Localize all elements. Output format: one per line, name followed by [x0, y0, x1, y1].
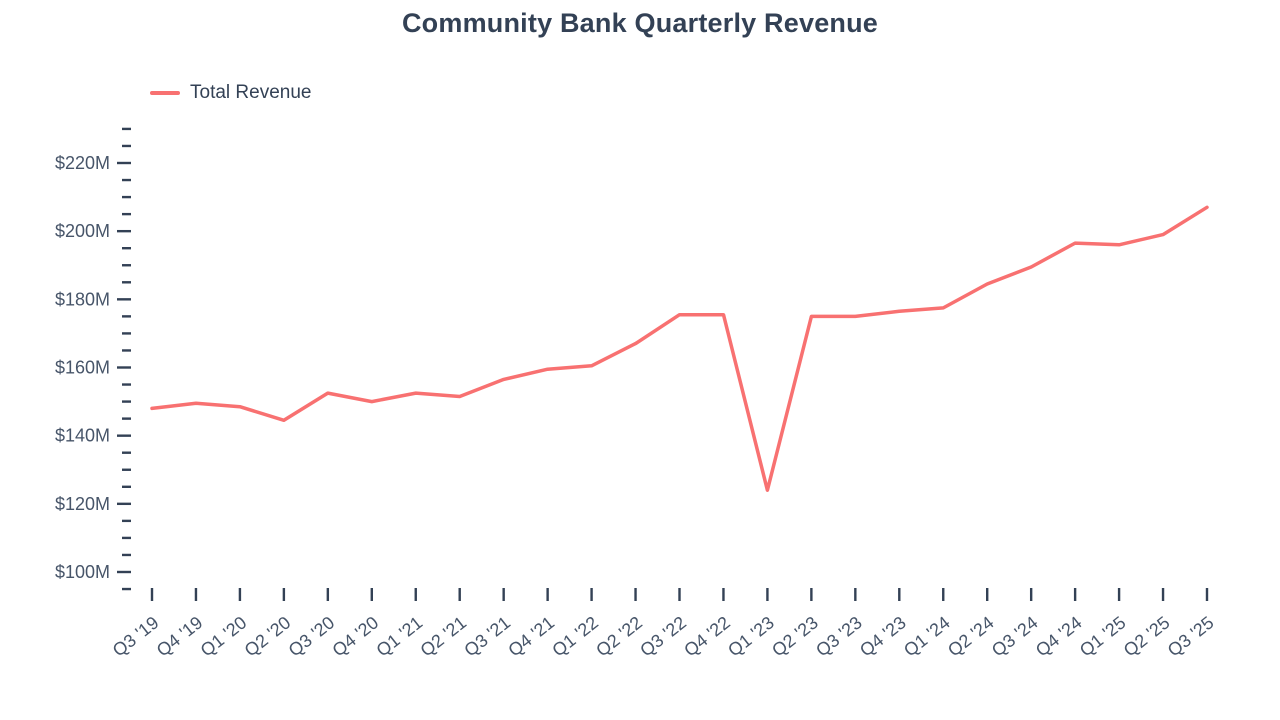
chart-title: Community Bank Quarterly Revenue	[401, 8, 879, 38]
svg-text:$180M: $180M	[55, 289, 110, 309]
svg-text:Q4 '22: Q4 '22	[680, 612, 734, 660]
y-axis-ticks	[117, 127, 131, 591]
svg-text:Q1 '21: Q1 '21	[373, 612, 427, 660]
svg-text:Q2 '20: Q2 '20	[241, 612, 295, 660]
y-axis-labels: $100M $120M $140M $160M $180M $200M $220M	[55, 153, 110, 582]
svg-text:Q3 '23: Q3 '23	[812, 612, 866, 660]
svg-text:Q1 '24: Q1 '24	[900, 612, 954, 660]
svg-text:Q1 '22: Q1 '22	[548, 612, 602, 660]
svg-text:$100M: $100M	[55, 562, 110, 582]
svg-text:Q3 '24: Q3 '24	[988, 612, 1042, 660]
svg-text:Q3 '25: Q3 '25	[1164, 612, 1218, 660]
svg-text:Q3 '19: Q3 '19	[109, 612, 163, 660]
svg-text:Q2 '23: Q2 '23	[768, 612, 822, 660]
svg-text:Q4 '23: Q4 '23	[856, 612, 910, 660]
svg-text:Q1 '25: Q1 '25	[1076, 612, 1130, 660]
svg-text:Q1 '20: Q1 '20	[197, 612, 251, 660]
svg-text:Q3 '21: Q3 '21	[460, 612, 514, 660]
svg-text:Q2 '25: Q2 '25	[1120, 612, 1174, 660]
svg-text:Q2 '22: Q2 '22	[592, 612, 646, 660]
svg-text:$160M: $160M	[55, 358, 110, 378]
svg-text:Q2 '21: Q2 '21	[416, 612, 470, 660]
svg-text:Q3 '20: Q3 '20	[285, 612, 339, 660]
svg-text:$140M: $140M	[55, 426, 110, 446]
revenue-line	[150, 205, 1209, 492]
legend: Total Revenue	[150, 82, 311, 104]
svg-text:Q4 '19: Q4 '19	[153, 612, 207, 660]
svg-text:$200M: $200M	[55, 221, 110, 241]
svg-text:$220M: $220M	[55, 153, 110, 173]
legend-line-swatch	[150, 91, 180, 95]
svg-text:$120M: $120M	[55, 494, 110, 514]
svg-text:Q1 '23: Q1 '23	[724, 612, 778, 660]
legend-label: Total Revenue	[190, 82, 312, 103]
x-axis-ticks	[150, 588, 1209, 601]
svg-text:Q4 '24: Q4 '24	[1032, 612, 1086, 660]
svg-text:Q4 '20: Q4 '20	[329, 612, 383, 660]
svg-text:Q3 '22: Q3 '22	[636, 612, 690, 660]
svg-text:Q4 '21: Q4 '21	[504, 612, 558, 660]
svg-text:Q2 '24: Q2 '24	[944, 612, 998, 660]
